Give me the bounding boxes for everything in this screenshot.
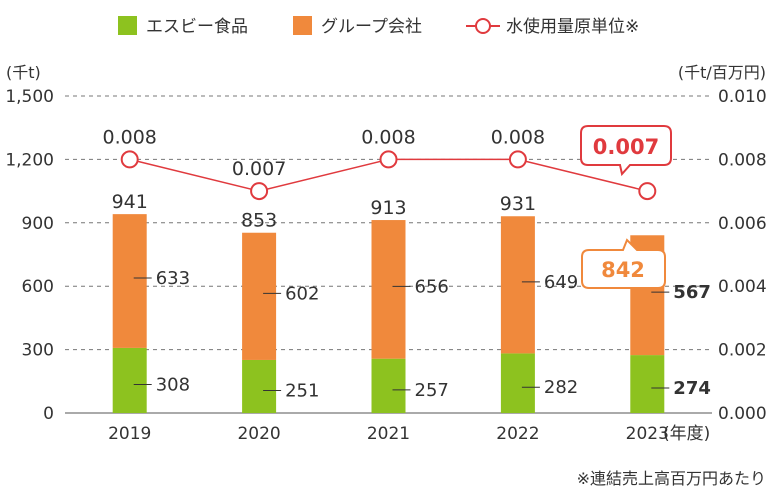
y-left-tick-label: 0 [43, 404, 54, 424]
segment-label-group: 633 [156, 268, 190, 289]
ratio-marker [638, 182, 657, 201]
legend-swatch-group [293, 16, 312, 35]
callout-ratio-text: 0.007 [593, 135, 659, 159]
y-right-tick-label: 0.006 [718, 214, 767, 234]
y-left-tick-label: 300 [22, 341, 54, 361]
ratio-labels: 0.008 0.007 0.008 0.008 [102, 126, 545, 180]
total-label: 931 [500, 193, 536, 215]
bar-segment-group [112, 214, 147, 348]
ratio-line [120, 150, 657, 201]
ratio-marker [379, 150, 398, 169]
legend-marker-ratio [475, 18, 491, 34]
bar-segment-group [371, 220, 406, 359]
segment-label-sb: 282 [544, 377, 578, 398]
y-left-tick-label: 900 [22, 214, 54, 234]
legend-label-group: グループ会社 [321, 17, 422, 37]
callout-total-box [581, 238, 666, 289]
ratio-label: 0.007 [232, 158, 286, 180]
segment-label-group: 649 [544, 272, 578, 293]
x-tick-label: 2021 [367, 424, 410, 444]
x-tick-label: 2020 [237, 424, 280, 444]
x-axis-ticks: 2019 2020 2021 2022 2023 [108, 424, 669, 444]
y-right-unit: (千t/百万円) [678, 63, 766, 82]
segment-label-group: 567 [673, 282, 711, 303]
segment-labels: 308 633 251 602 257 656 282 649 274 567 [133, 268, 711, 401]
y-axis-left: 1,500 1,200 900 600 300 0 [5, 87, 54, 424]
x-unit-label: (年度) [663, 424, 710, 444]
y-right-tick-label: 0.002 [718, 341, 767, 361]
legend-swatch-sb [118, 16, 137, 35]
bar-segment-group [242, 232, 277, 360]
bars [112, 214, 665, 413]
y-left-unit: (千t) [6, 63, 41, 82]
ratio-marker [250, 182, 269, 201]
x-tick-label: 2023 [626, 424, 669, 444]
total-label: 853 [241, 210, 277, 232]
bar-segment-sb [500, 353, 535, 413]
bar-segment-sb [112, 347, 147, 413]
bar-segment-sb [630, 355, 665, 413]
total-label: 941 [112, 191, 148, 213]
bar-segment-group [500, 216, 535, 354]
callout-total: 842 [581, 238, 666, 289]
y-left-tick-label: 600 [22, 277, 54, 297]
y-axis-right: 0.010 0.008 0.006 0.004 0.002 0.000 [718, 87, 767, 424]
y-right-tick-label: 0.000 [718, 404, 767, 424]
segment-label-sb: 308 [156, 374, 190, 395]
ratio-marker [508, 150, 527, 169]
y-left-tick-label: 1,200 [5, 150, 54, 170]
total-labels: 941 853 913 931 [112, 191, 536, 232]
footnote: ※連結売上高百万円あたり [577, 469, 766, 488]
bar-segment-sb [371, 358, 406, 413]
segment-label-group: 656 [415, 276, 449, 297]
ratio-label: 0.008 [491, 126, 545, 148]
ratio-label: 0.008 [102, 126, 156, 148]
legend: エスビー食品 グループ会社 水使用量原単位※ [118, 16, 639, 37]
y-right-tick-label: 0.010 [718, 87, 767, 107]
total-label: 913 [370, 197, 406, 219]
segment-label-group: 602 [285, 283, 319, 304]
segment-label-sb: 257 [415, 380, 449, 401]
y-right-tick-label: 0.004 [718, 277, 767, 297]
callout-ratio-box [580, 125, 672, 177]
callout-total-text: 842 [601, 258, 645, 282]
ratio-marker [120, 150, 139, 169]
x-tick-label: 2019 [108, 424, 151, 444]
legend-label-ratio: 水使用量原単位※ [506, 16, 639, 37]
x-tick-label: 2022 [496, 424, 539, 444]
segment-label-sb: 274 [673, 378, 711, 399]
y-left-tick-label: 1,500 [5, 87, 54, 107]
bar-segment-sb [242, 359, 277, 413]
y-right-tick-label: 0.008 [718, 150, 767, 170]
legend-label-sb: エスビー食品 [146, 17, 248, 37]
callout-ratio: 0.007 [580, 125, 672, 177]
segment-label-sb: 251 [285, 380, 319, 401]
ratio-label: 0.008 [361, 126, 415, 148]
